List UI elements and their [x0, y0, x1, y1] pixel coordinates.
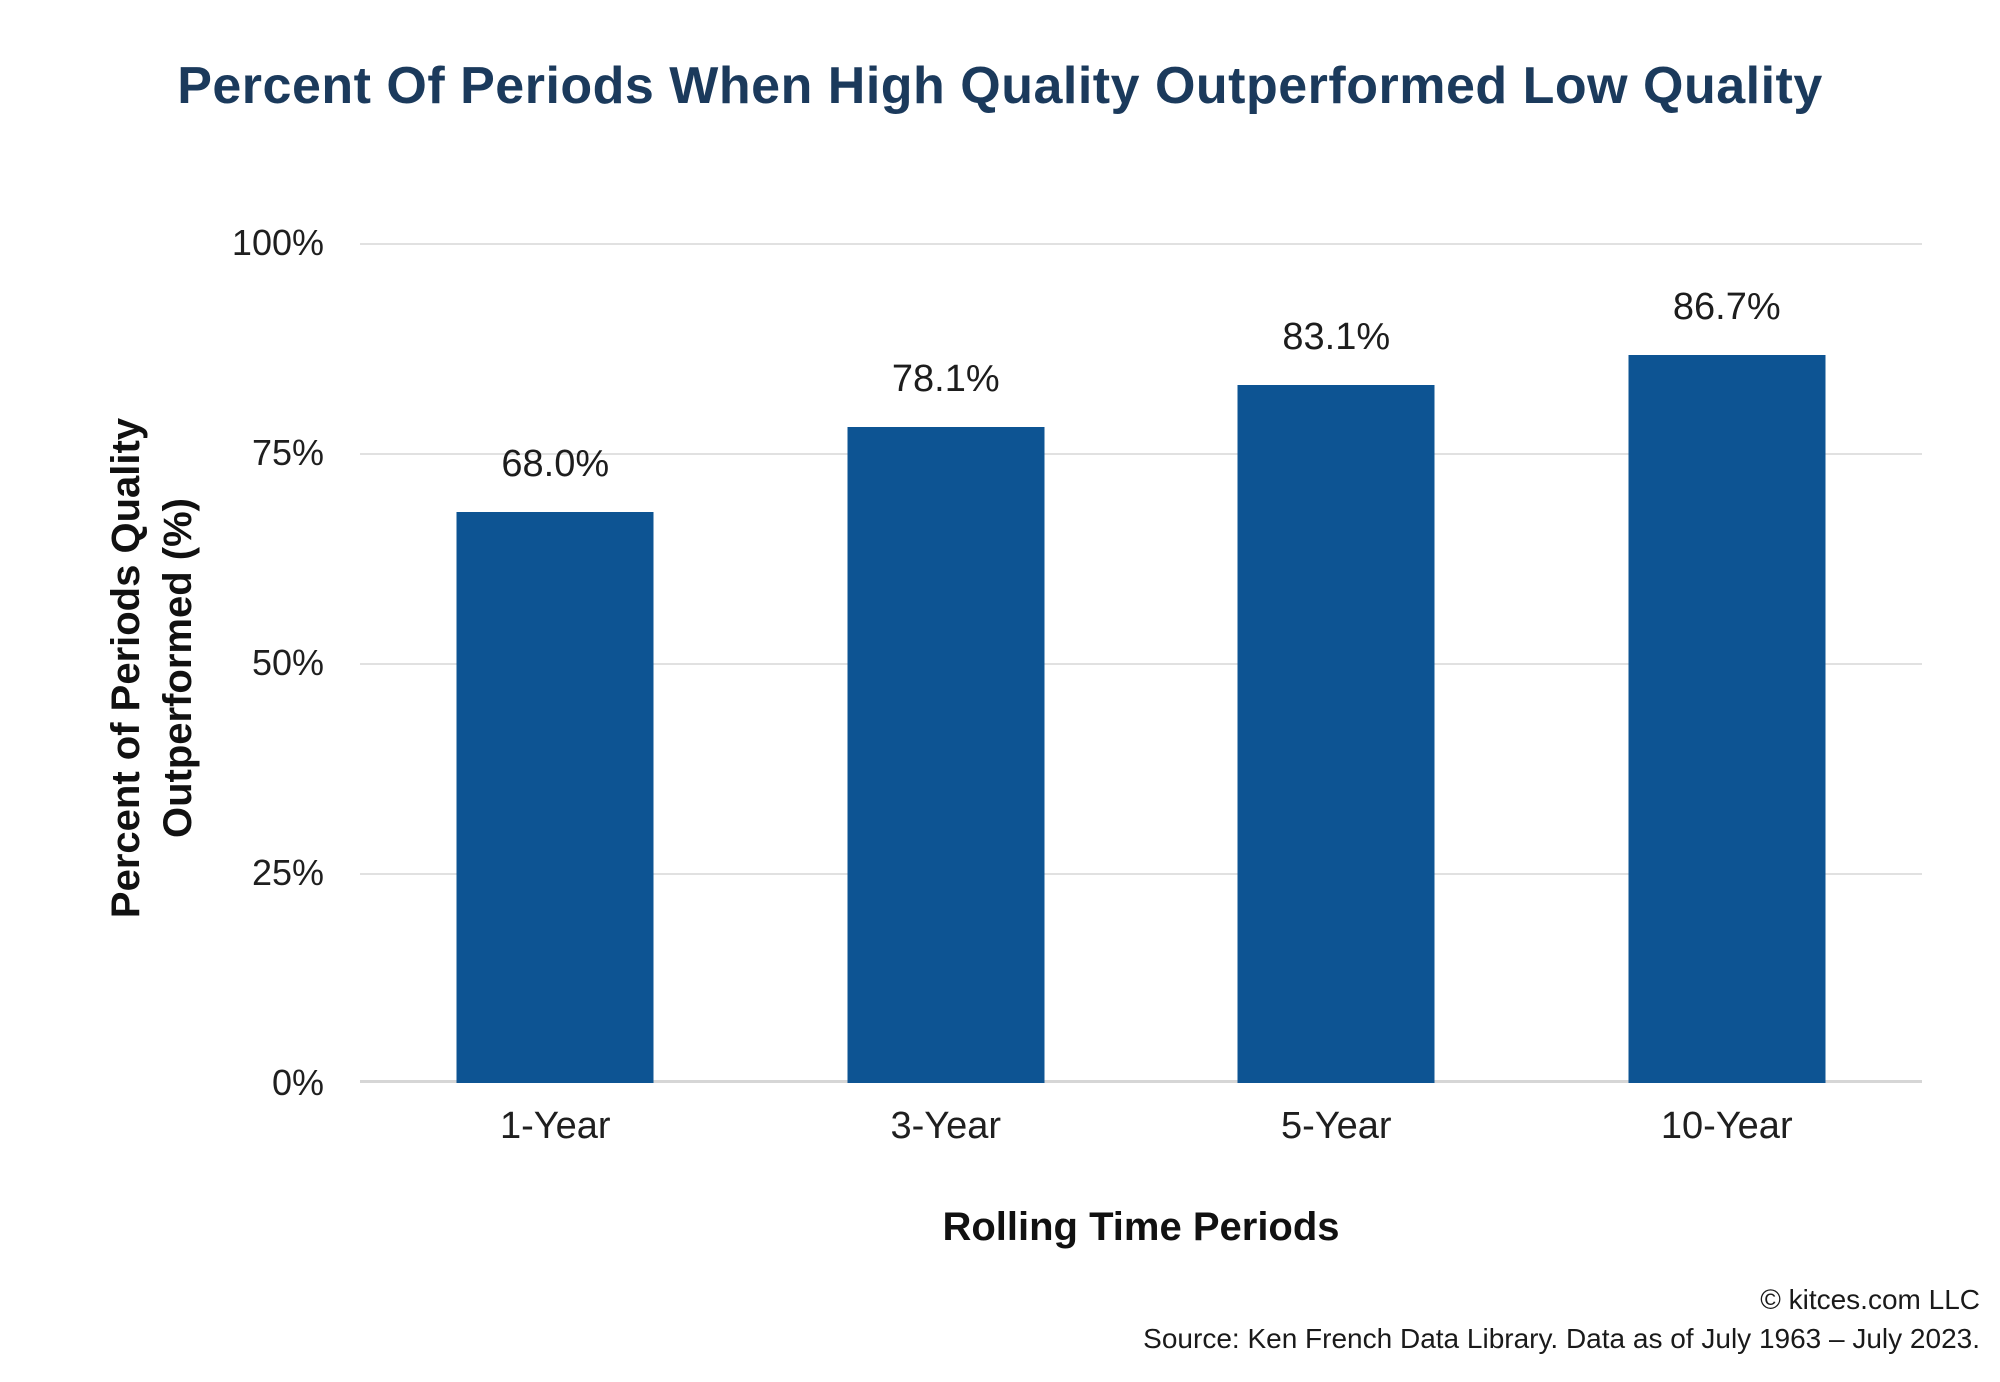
y-tick-75: 75%	[251, 432, 324, 473]
bar-value-label: 83.1%	[1282, 315, 1391, 358]
x-label-3-year: 3-Year	[890, 1105, 1002, 1147]
bar-group-3-year: 78.1%	[751, 243, 1142, 1083]
source-text: Source: Ken French Data Library. Data as…	[1143, 1322, 1980, 1354]
gridline-100	[360, 243, 1922, 245]
bar-5-year	[1237, 384, 1435, 1083]
gridline-50	[360, 663, 1922, 665]
gridline-75	[360, 453, 1922, 455]
bar-group-5-year: 83.1%	[1141, 243, 1532, 1083]
bar-value-label: 68.0%	[501, 442, 610, 485]
footer: © kitces.com LLC Source: Ken French Data…	[1143, 1280, 1980, 1358]
y-tick-50: 50%	[251, 642, 324, 683]
x-label-1-year: 1-Year	[499, 1105, 611, 1147]
bar-10-year	[1628, 354, 1826, 1083]
bar-group-10-year: 86.7%	[1532, 243, 1923, 1083]
y-tick-0: 0%	[271, 1062, 324, 1103]
y-tick-100: 100%	[231, 222, 324, 263]
gridline-25	[360, 873, 1922, 875]
bar-group-1-year: 68.0%	[360, 243, 751, 1083]
bar-value-label: 86.7%	[1672, 285, 1781, 328]
bar-3-year	[847, 426, 1045, 1083]
y-axis-title-line1: Percent of Periods Quality	[104, 417, 148, 919]
bar-1-year	[456, 511, 654, 1083]
x-axis-labels: 1-Year 3-Year 5-Year 10-Year	[360, 1105, 1922, 1148]
copyright-text: © kitces.com LLC	[1760, 1283, 1980, 1315]
y-axis-title-line2: Outperformed (%)	[156, 498, 200, 839]
y-tick-25: 25%	[251, 852, 324, 893]
x-label-5-year: 5-Year	[1280, 1105, 1392, 1147]
plot-area: 100% 75% 50% 25% 0% 68.0% 78.1% 83.1% 86…	[232, 222, 1922, 1103]
bars-row: 68.0% 78.1% 83.1% 86.7%	[360, 243, 1922, 1083]
x-axis-title: Rolling Time Periods	[942, 1205, 1340, 1249]
x-label-10-year: 10-Year	[1660, 1105, 1793, 1147]
y-axis-title: Percent of Periods Quality Outperformed …	[100, 418, 204, 918]
x-axis-baseline	[360, 1080, 1922, 1083]
bar-value-label: 78.1%	[891, 357, 1000, 400]
chart-title: Percent Of Periods When High Quality Out…	[177, 57, 1823, 115]
